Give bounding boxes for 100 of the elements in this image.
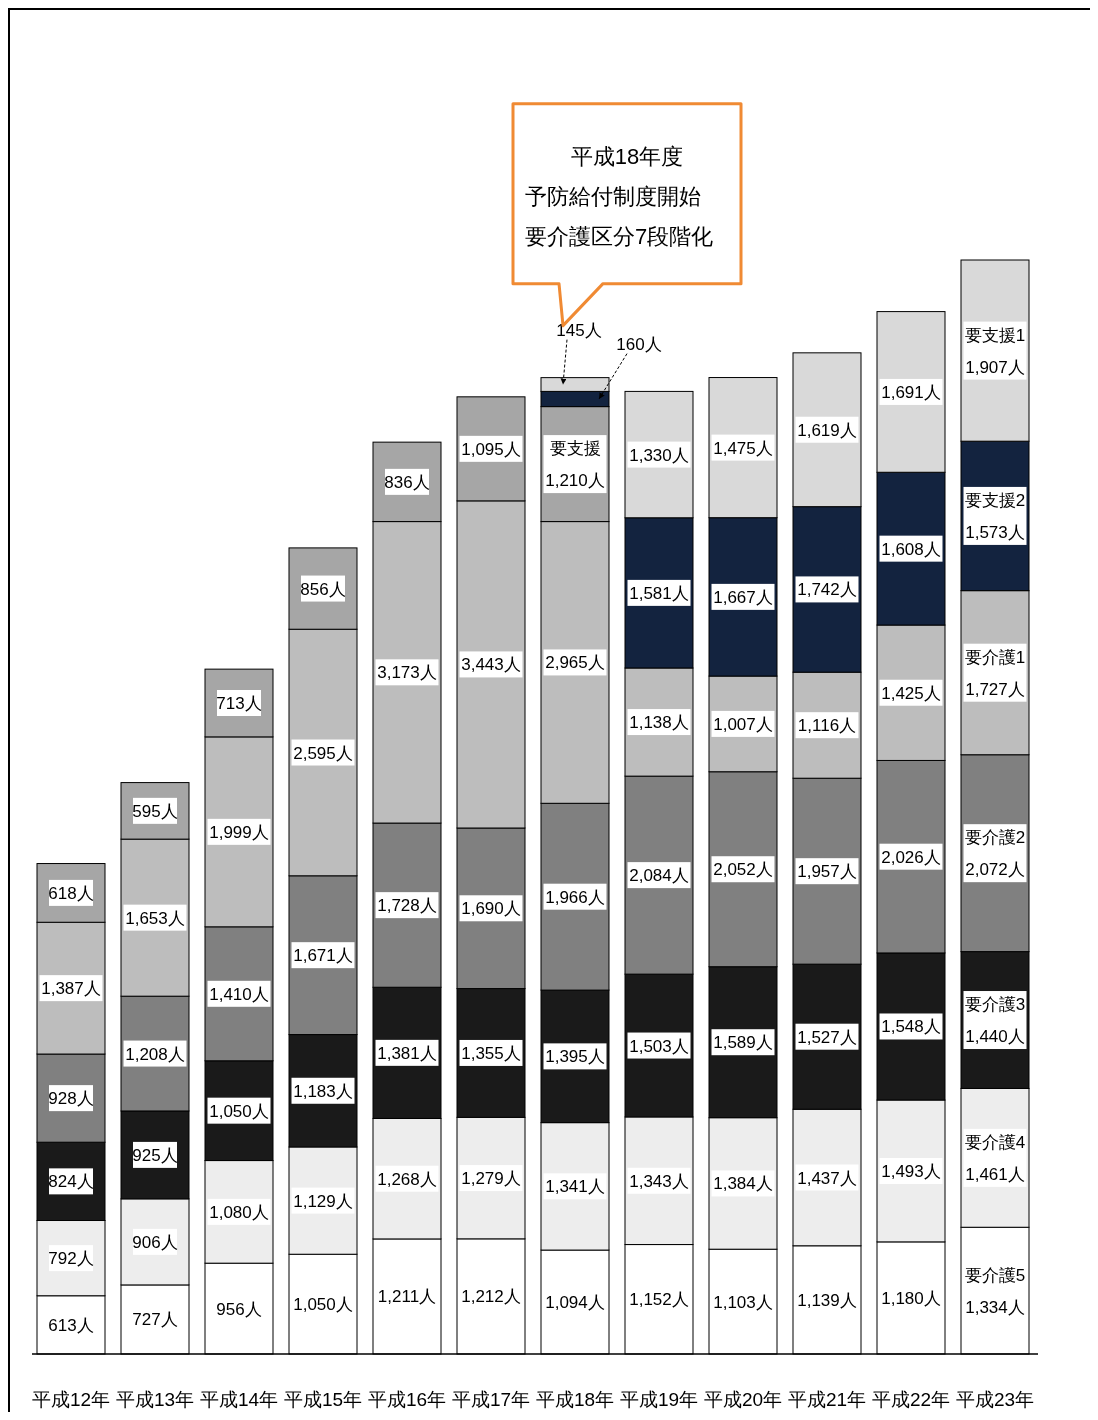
series-label: 要支援2	[964, 490, 1026, 510]
data-label: 1,094人	[545, 1293, 605, 1313]
data-label: 1,211人	[377, 1287, 437, 1307]
data-label: 1,475人	[713, 438, 773, 458]
data-label: 1,138人	[629, 713, 689, 733]
data-label: 3,443人	[461, 655, 521, 675]
data-label: 1,742人	[797, 580, 857, 600]
data-label: 1,208人	[125, 1044, 185, 1064]
data-label: 1,619人	[797, 420, 857, 440]
data-label: 1,493人	[881, 1161, 941, 1181]
x-tick-label: 平成23年	[955, 1389, 1035, 1410]
data-label: 1,095人	[461, 439, 521, 459]
data-label: 727人	[132, 1310, 178, 1330]
data-label: 1,210人	[545, 471, 605, 491]
data-label: 613人	[48, 1315, 94, 1335]
x-tick-label: 平成14年	[199, 1389, 279, 1410]
data-label: 145人	[556, 320, 602, 340]
data-label: 925人	[132, 1145, 178, 1165]
data-label: 1,671人	[293, 946, 353, 966]
series-label: 要介護5	[964, 1265, 1026, 1285]
x-tick-label: 平成21年	[787, 1389, 867, 1410]
data-label: 1,381人	[377, 1043, 437, 1063]
data-label: 2,084人	[629, 866, 689, 886]
data-label: 1,129人	[293, 1191, 353, 1211]
x-tick-label: 平成13年	[115, 1389, 195, 1410]
data-label: 1,425人	[881, 683, 941, 703]
series-label: 要介護2	[964, 828, 1026, 848]
data-label: 1,608人	[881, 539, 941, 559]
data-label: 824人	[48, 1172, 94, 1192]
data-label: 1,116人	[797, 716, 857, 736]
x-tick-label: 平成22年	[871, 1389, 951, 1410]
data-label: 2,965人	[545, 653, 605, 673]
data-label: 1,050人	[209, 1101, 269, 1121]
data-label: 792人	[48, 1249, 94, 1269]
data-label: 1,589人	[713, 1033, 773, 1053]
x-tick-label: 平成15年	[283, 1389, 363, 1410]
data-label: 1,103人	[713, 1292, 773, 1312]
data-label: 1,212人	[461, 1287, 521, 1307]
data-label: 1,152人	[629, 1290, 689, 1310]
text: 予防給付制度開始	[525, 183, 701, 209]
data-label: 956人	[216, 1299, 262, 1319]
text: 要介護区分7段階化	[525, 223, 714, 249]
data-label: 1,957人	[797, 862, 857, 882]
data-label: 1,573人	[965, 522, 1025, 542]
data-label: 1,503人	[629, 1036, 689, 1056]
data-label: 836人	[384, 472, 430, 492]
data-label: 1,690人	[461, 899, 521, 919]
data-label: 1,653人	[125, 908, 185, 928]
data-label: 1,183人	[293, 1081, 353, 1101]
data-label: 1,279人	[461, 1169, 521, 1189]
data-label: 1,461人	[965, 1164, 1025, 1184]
data-label: 1,341人	[545, 1177, 605, 1197]
data-label: 1,907人	[965, 357, 1025, 377]
x-tick-label: 平成17年	[451, 1389, 531, 1410]
x-tick-label: 平成20年	[703, 1389, 783, 1410]
data-label: 906人	[132, 1232, 178, 1252]
series-label: 要介護3	[964, 995, 1026, 1015]
data-label: 1,581人	[629, 583, 689, 603]
series-label: 要支援	[549, 439, 601, 459]
x-tick-label: 平成16年	[367, 1389, 447, 1410]
data-label: 1,395人	[545, 1047, 605, 1067]
data-label: 1,050人	[293, 1295, 353, 1315]
x-tick-label: 平成19年	[619, 1389, 699, 1410]
data-label: 1,080人	[209, 1202, 269, 1222]
data-label: 1,527人	[797, 1027, 857, 1047]
data-label: 1,410人	[209, 984, 269, 1004]
data-label: 1,387人	[41, 979, 101, 999]
data-label: 2,026人	[881, 847, 941, 867]
data-label: 1,691人	[881, 382, 941, 402]
data-label: 2,052人	[713, 860, 773, 880]
series-label: 要支援1	[964, 325, 1026, 345]
data-label: 1,999人	[209, 822, 269, 842]
data-label: 713人	[216, 694, 262, 714]
data-label: 1,343人	[629, 1171, 689, 1191]
data-label: 160人	[616, 334, 662, 354]
data-label: 3,173人	[377, 663, 437, 683]
data-label: 1,548人	[881, 1017, 941, 1037]
data-label: 1,384人	[713, 1174, 773, 1194]
data-label: 1,355人	[461, 1043, 521, 1063]
data-label: 1,330人	[629, 445, 689, 465]
data-label: 618人	[48, 883, 94, 903]
data-label: 856人	[300, 579, 346, 599]
data-label: 1,139人	[797, 1290, 857, 1310]
data-label: 2,595人	[293, 743, 353, 763]
x-tick-label: 平成12年	[31, 1389, 111, 1410]
data-label: 595人	[132, 801, 178, 821]
x-tick-label: 平成18年	[535, 1389, 615, 1410]
data-label: 1,180人	[881, 1288, 941, 1308]
data-label: 1,007人	[713, 714, 773, 734]
data-label: 2,072人	[965, 860, 1025, 880]
data-label: 928人	[48, 1089, 94, 1109]
data-label: 1,440人	[965, 1027, 1025, 1047]
text: 平成18年度	[570, 143, 684, 169]
series-label: 要介護1	[964, 647, 1026, 667]
data-label: 1,334人	[965, 1297, 1025, 1317]
series-label: 要介護4	[964, 1132, 1026, 1152]
data-label: 1,727人	[965, 679, 1025, 699]
data-label: 1,966人	[545, 887, 605, 907]
data-label: 1,667人	[713, 587, 773, 607]
data-label: 1,728人	[377, 896, 437, 916]
